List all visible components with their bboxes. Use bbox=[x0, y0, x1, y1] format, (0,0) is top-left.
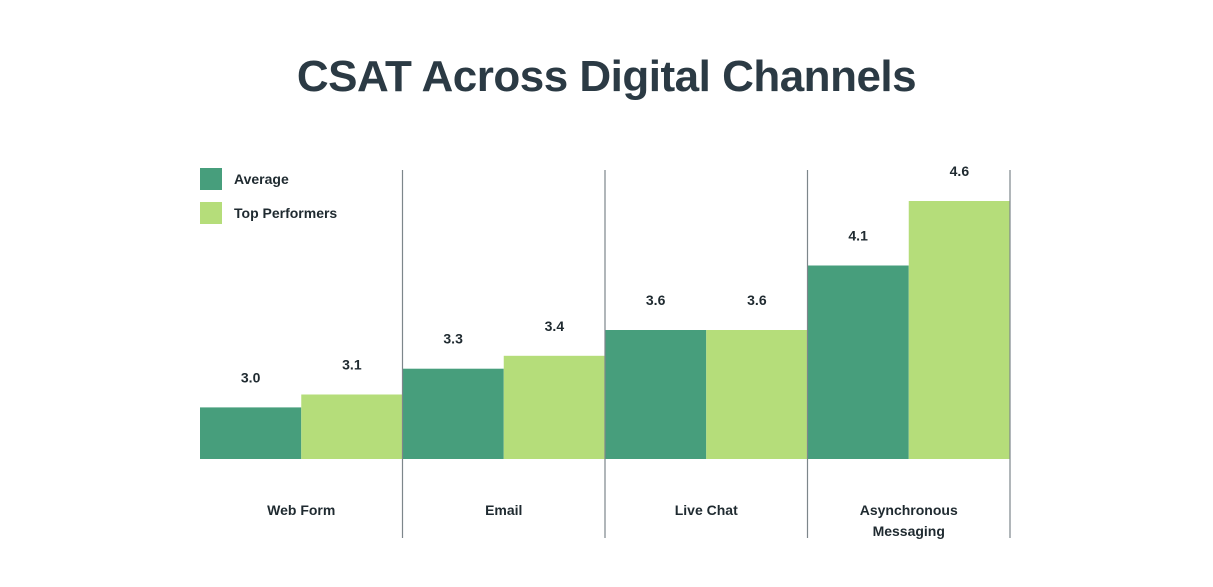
data-label: 3.3 bbox=[443, 331, 463, 347]
bar-average-2 bbox=[605, 330, 707, 459]
category-label: Email bbox=[485, 502, 522, 518]
data-label: 3.6 bbox=[747, 292, 767, 308]
labels-layer: 3.0 3.1 Web Form 3.3 3.4 Email 3.6 3.6 Live Chat… bbox=[241, 163, 969, 539]
bar-top-performers-3 bbox=[908, 201, 1010, 459]
category-label-line: Messaging bbox=[873, 523, 945, 539]
legend: Average Top Performers bbox=[200, 168, 337, 224]
legend-label: Average bbox=[234, 171, 289, 187]
bar-average-0 bbox=[200, 407, 302, 459]
bar-top-performers-2 bbox=[706, 330, 808, 459]
category-label-line: Web Form bbox=[267, 502, 335, 518]
category-label: Asynchronous Messaging bbox=[860, 502, 958, 539]
data-label: 3.4 bbox=[545, 318, 565, 334]
dividers-layer bbox=[401, 170, 1011, 538]
category-label-line: Live Chat bbox=[675, 502, 738, 518]
data-label: 4.1 bbox=[848, 228, 868, 244]
category-label: Live Chat bbox=[675, 502, 738, 518]
bar-average-3 bbox=[807, 265, 909, 459]
data-label: 3.1 bbox=[342, 357, 362, 373]
bar-average-1 bbox=[402, 368, 504, 459]
legend-swatch bbox=[200, 168, 222, 190]
bar-top-performers-0 bbox=[301, 394, 403, 459]
legend-label: Top Performers bbox=[234, 205, 337, 221]
category-label-line: Email bbox=[485, 502, 522, 518]
chart-title: CSAT Across Digital Channels bbox=[296, 52, 917, 101]
category-label: Web Form bbox=[267, 502, 335, 518]
bars-layer bbox=[200, 201, 1010, 459]
data-label: 4.6 bbox=[950, 163, 970, 179]
data-label: 3.0 bbox=[241, 369, 261, 385]
bar-top-performers-1 bbox=[503, 355, 605, 459]
legend-swatch bbox=[200, 202, 222, 224]
data-label: 3.6 bbox=[646, 292, 666, 308]
category-label-line: Asynchronous bbox=[860, 502, 958, 518]
